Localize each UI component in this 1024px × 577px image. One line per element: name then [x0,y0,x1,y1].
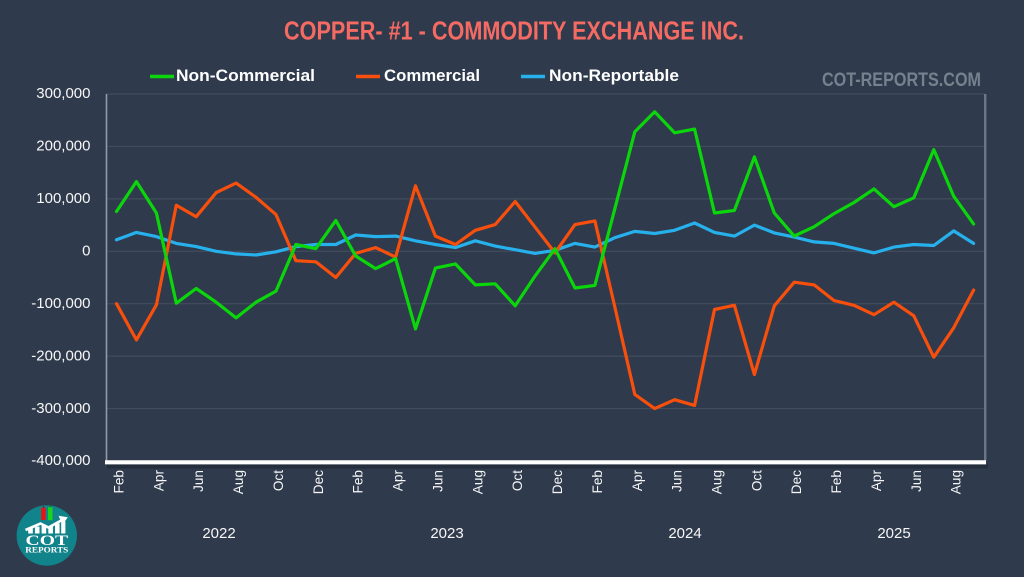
svg-text:Feb: Feb [590,470,605,493]
svg-text:Aug: Aug [231,470,246,494]
svg-text:Dec: Dec [789,470,804,494]
svg-text:-300,000: -300,000 [31,400,90,417]
svg-text:Jun: Jun [430,470,445,492]
svg-text:-100,000: -100,000 [31,295,90,312]
svg-text:2025: 2025 [877,525,910,542]
svg-text:Apr: Apr [630,470,645,492]
svg-text:Jun: Jun [191,470,206,492]
svg-text:2024: 2024 [668,525,701,542]
svg-text:Aug: Aug [710,470,725,494]
svg-text:0: 0 [82,243,90,260]
svg-text:Apr: Apr [391,470,406,492]
svg-text:Non-Commercial: Non-Commercial [176,66,315,85]
svg-text:Non-Reportable: Non-Reportable [549,66,679,85]
svg-text:Jun: Jun [909,470,924,492]
svg-text:Oct: Oct [749,470,764,491]
svg-text:Feb: Feb [112,470,127,493]
svg-text:Commercial: Commercial [384,66,480,85]
svg-text:Aug: Aug [949,470,964,494]
svg-text:-200,000: -200,000 [31,347,90,364]
svg-text:-400,000: -400,000 [31,452,90,469]
svg-text:200,000: 200,000 [36,138,90,155]
svg-text:Dec: Dec [311,470,326,494]
svg-text:100,000: 100,000 [36,190,90,207]
svg-text:Oct: Oct [271,470,286,491]
svg-text:REPORTS: REPORTS [25,545,69,554]
svg-text:Dec: Dec [550,470,565,494]
svg-text:Feb: Feb [829,470,844,493]
svg-text:Jun: Jun [670,470,685,492]
svg-text:COT-REPORTS.COM: COT-REPORTS.COM [822,70,981,91]
svg-text:COT: COT [26,533,69,549]
svg-text:COPPER- #1 - COMMODITY EXCHANG: COPPER- #1 - COMMODITY EXCHANGE INC. [284,16,744,46]
svg-text:Apr: Apr [869,470,884,492]
svg-text:Oct: Oct [510,470,525,491]
svg-text:Apr: Apr [151,470,166,492]
svg-text:2022: 2022 [202,525,235,542]
svg-text:Aug: Aug [470,470,485,494]
svg-text:300,000: 300,000 [36,85,90,102]
svg-text:2023: 2023 [430,525,463,542]
svg-text:Feb: Feb [351,470,366,493]
